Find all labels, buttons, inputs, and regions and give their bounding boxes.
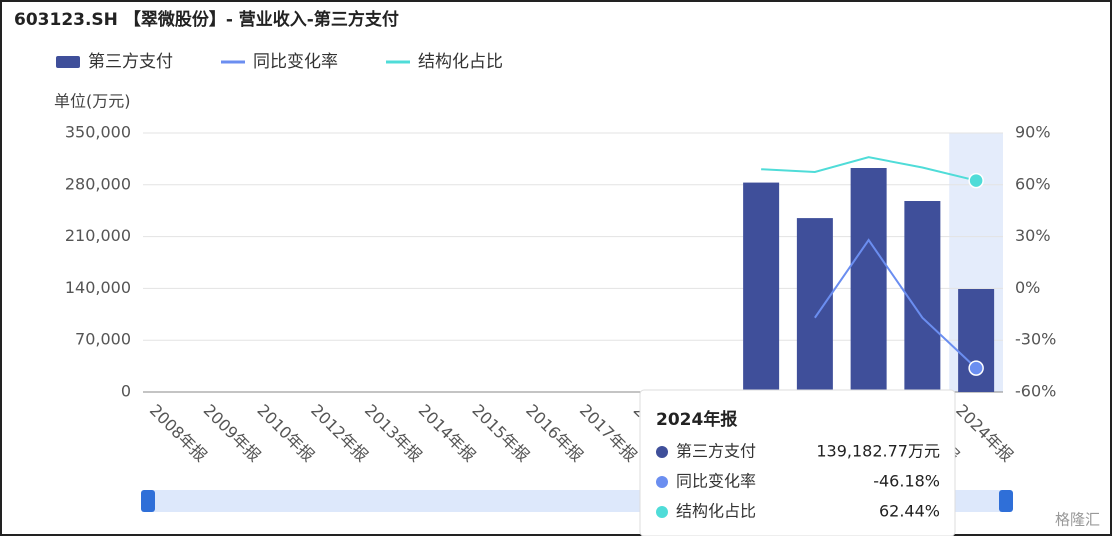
legend: 第三方支付 同比变化率 结构化占比: [56, 52, 503, 72]
tooltip-title: 2024年报: [656, 409, 737, 430]
y-tick-label: 0: [121, 382, 131, 401]
tooltip-value: 139,182.77万元: [816, 442, 940, 461]
hover-point: [968, 172, 984, 189]
y2-tick-label: 30%: [1015, 226, 1051, 245]
tooltip-dot: [656, 476, 668, 488]
bar: [796, 218, 833, 392]
tooltip: [639, 389, 956, 536]
legend-label: 第三方支付: [88, 52, 173, 72]
tooltip-name: 结构化占比: [676, 502, 756, 521]
tooltip-dot: [656, 446, 668, 458]
slider-handle[interactable]: [141, 490, 155, 512]
y2-tick-label: -30%: [1015, 330, 1056, 349]
y2-tick-label: -60%: [1015, 382, 1056, 401]
line: [761, 156, 977, 182]
tooltip-name: 第三方支付: [676, 442, 756, 461]
bar: [958, 289, 995, 392]
legend-label: 结构化占比: [418, 52, 503, 72]
tooltip-value: -46.18%: [873, 472, 940, 491]
y2-tick-label: 90%: [1015, 123, 1051, 142]
tooltip-value: 62.44%: [879, 502, 940, 521]
line: [814, 238, 977, 369]
y2-tick-label: 0%: [1015, 278, 1040, 297]
chart-title: 603123.SH 【翠微股份】- 营业收入-第三方支付: [14, 9, 399, 30]
bar: [743, 182, 780, 392]
bar: [850, 168, 887, 392]
y2-tick-label: 60%: [1015, 174, 1051, 193]
legend-label: 同比变化率: [253, 52, 338, 72]
y-tick-label: 210,000: [65, 226, 131, 245]
bar: [904, 201, 941, 392]
legend-swatch: [56, 56, 80, 68]
tooltip-name: 同比变化率: [676, 472, 756, 491]
slider-handle[interactable]: [999, 490, 1013, 512]
y-tick-label: 70,000: [75, 330, 131, 349]
y-tick-label: 140,000: [65, 278, 131, 297]
tooltip-dot: [656, 506, 668, 518]
watermark: 格隆汇: [1055, 511, 1100, 529]
y-tick-label: 280,000: [65, 174, 131, 193]
unit-label: 单位(万元): [54, 92, 131, 111]
hover-point: [968, 360, 984, 376]
y-tick-label: 350,000: [65, 123, 131, 142]
